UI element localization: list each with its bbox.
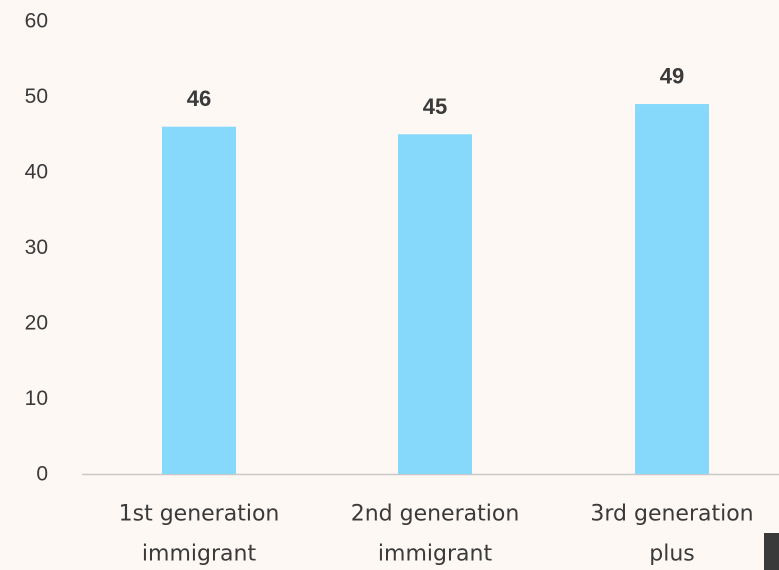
y-tick-label: 0	[36, 463, 48, 486]
y-tick-label: 30	[25, 236, 48, 259]
x-tick-label: immigrant	[142, 542, 257, 567]
x-tick-label: 3rd generation	[590, 502, 753, 527]
cropped-corner-mark	[764, 533, 779, 570]
y-tick-label: 60	[25, 10, 48, 33]
bar	[398, 134, 472, 474]
data-label: 46	[187, 86, 211, 111]
y-tick-label: 40	[25, 161, 48, 184]
y-tick-label: 10	[25, 387, 48, 410]
x-tick-label: 2nd generation	[351, 502, 520, 527]
y-tick-label: 50	[25, 85, 48, 108]
x-tick-label: plus	[649, 542, 694, 567]
data-label: 45	[423, 94, 447, 119]
x-tick-label: 1st generation	[119, 502, 280, 527]
bar	[635, 104, 709, 475]
y-tick-label: 20	[25, 312, 48, 335]
bar	[162, 126, 236, 474]
x-tick-label: immigrant	[378, 542, 493, 567]
data-label: 49	[660, 64, 684, 89]
